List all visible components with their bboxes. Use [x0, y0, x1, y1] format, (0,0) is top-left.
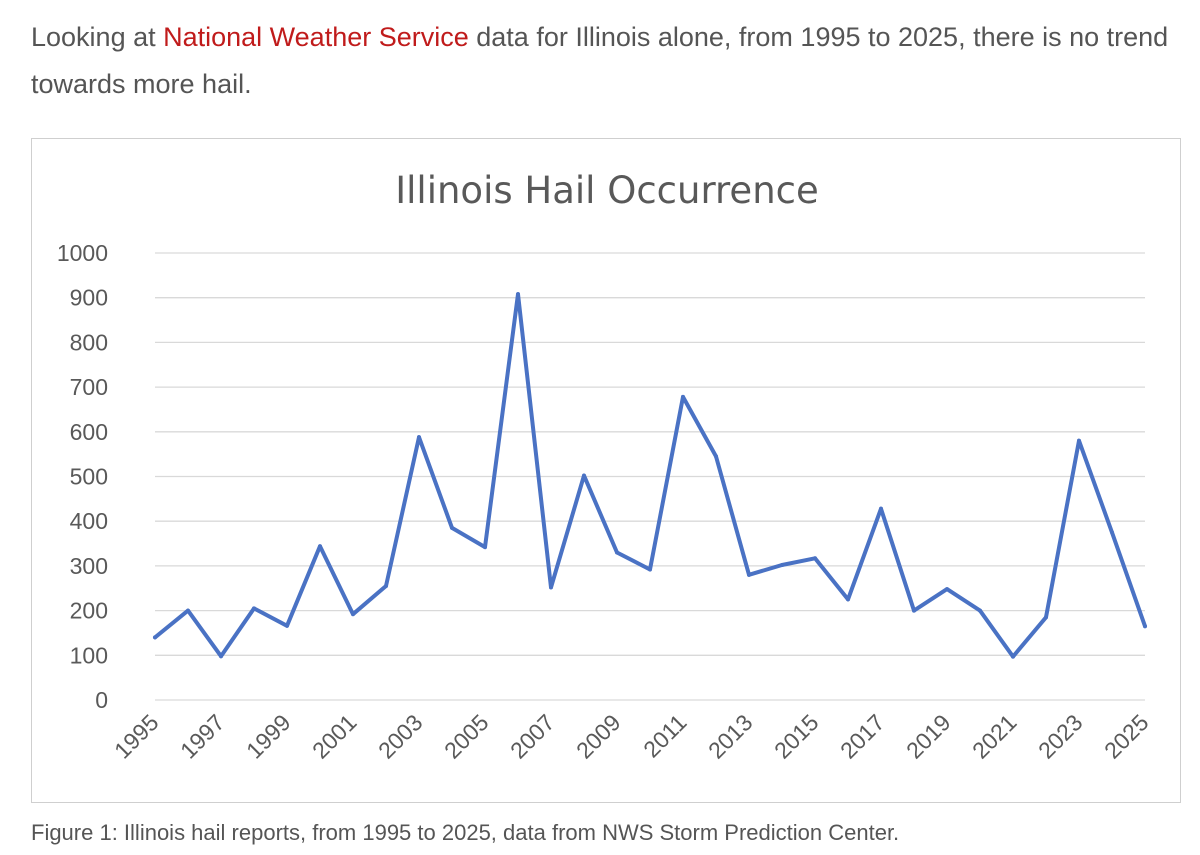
x-tick-label: 2001: [307, 709, 362, 764]
x-tick-label: 2023: [1033, 709, 1088, 764]
y-tick-label: 600: [70, 419, 108, 445]
data-point: [1110, 530, 1114, 535]
data-point: [582, 473, 586, 478]
intro-paragraph: Looking at National Weather Service data…: [31, 14, 1181, 108]
y-tick-label: 0: [95, 687, 108, 713]
figure-caption: Figure 1: Illinois hail reports, from 19…: [31, 820, 900, 845]
x-tick-label: 2025: [1099, 709, 1154, 764]
data-point: [1077, 438, 1081, 443]
data-point: [615, 550, 619, 555]
data-point: [978, 608, 982, 613]
line-chart: Illinois Hail Occurrence 0 100 200 300 400 50…: [57, 169, 1154, 764]
y-tick-label: 800: [70, 329, 108, 355]
data-point: [186, 608, 190, 613]
data-point: [1011, 654, 1015, 659]
data-point: [714, 454, 718, 459]
data-point: [450, 525, 454, 530]
data-point: [1044, 615, 1048, 620]
data-point: [384, 584, 388, 589]
x-tick-label: 2005: [439, 709, 494, 764]
x-tick-label: 1997: [175, 709, 230, 764]
y-tick-label: 900: [70, 285, 108, 311]
grid-lines: [155, 252, 1145, 701]
data-point: [813, 556, 817, 561]
y-tick-label: 1000: [57, 240, 108, 266]
y-tick-label: 400: [70, 508, 108, 534]
x-tick-label: 2009: [571, 709, 626, 764]
data-point: [747, 572, 751, 577]
x-tick-label: 2019: [901, 709, 956, 764]
y-tick-label: 100: [70, 642, 108, 668]
data-point: [879, 506, 883, 511]
data-point: [681, 394, 685, 399]
data-point: [252, 606, 256, 611]
x-axis-ticks: 1995 1997 1999 2001 2003 2005 2007 2009 2011 2013…: [109, 709, 1154, 764]
series-layer: [153, 292, 1147, 659]
x-tick-label: 2013: [703, 709, 758, 764]
data-point: [846, 597, 850, 602]
x-tick-label: 1995: [109, 709, 164, 764]
series-line-0: [153, 292, 1147, 659]
data-point: [483, 545, 487, 550]
intro-text-before: Looking at: [31, 22, 164, 52]
x-tick-label: 1999: [241, 709, 296, 764]
x-tick-label: 2011: [638, 709, 691, 762]
data-point: [780, 563, 784, 568]
y-tick-label: 700: [70, 374, 108, 400]
chart-container: Illinois Hail Occurrence 0 100 200 300 400 50…: [31, 138, 1181, 803]
y-tick-label: 500: [70, 464, 108, 490]
data-point: [153, 635, 157, 640]
x-tick-label: 2017: [835, 709, 890, 764]
y-axis-ticks: 0 100 200 300 400 500 600 700 800 900 1000: [57, 240, 108, 713]
chart-title: Illinois Hail Occurrence: [395, 169, 819, 212]
x-tick-label: 2007: [505, 709, 560, 764]
data-point: [285, 623, 289, 628]
x-tick-label: 2015: [769, 709, 824, 764]
data-point: [516, 292, 520, 297]
y-tick-label: 200: [70, 598, 108, 624]
data-point: [945, 587, 949, 592]
y-tick-label: 300: [70, 553, 108, 579]
data-point: [219, 654, 223, 659]
x-tick-label: 2003: [373, 709, 428, 764]
x-tick-label: 2021: [967, 709, 1022, 764]
national-weather-service-link[interactable]: National Weather Service: [163, 22, 469, 52]
data-point: [417, 435, 421, 440]
data-point: [648, 567, 652, 572]
data-point: [351, 612, 355, 617]
data-point: [1143, 624, 1147, 629]
intro-text-after: data for Illinois alone, from 1995 to 20…: [31, 22, 1169, 99]
data-point: [549, 585, 553, 590]
data-point: [912, 608, 916, 613]
data-point: [318, 544, 322, 549]
